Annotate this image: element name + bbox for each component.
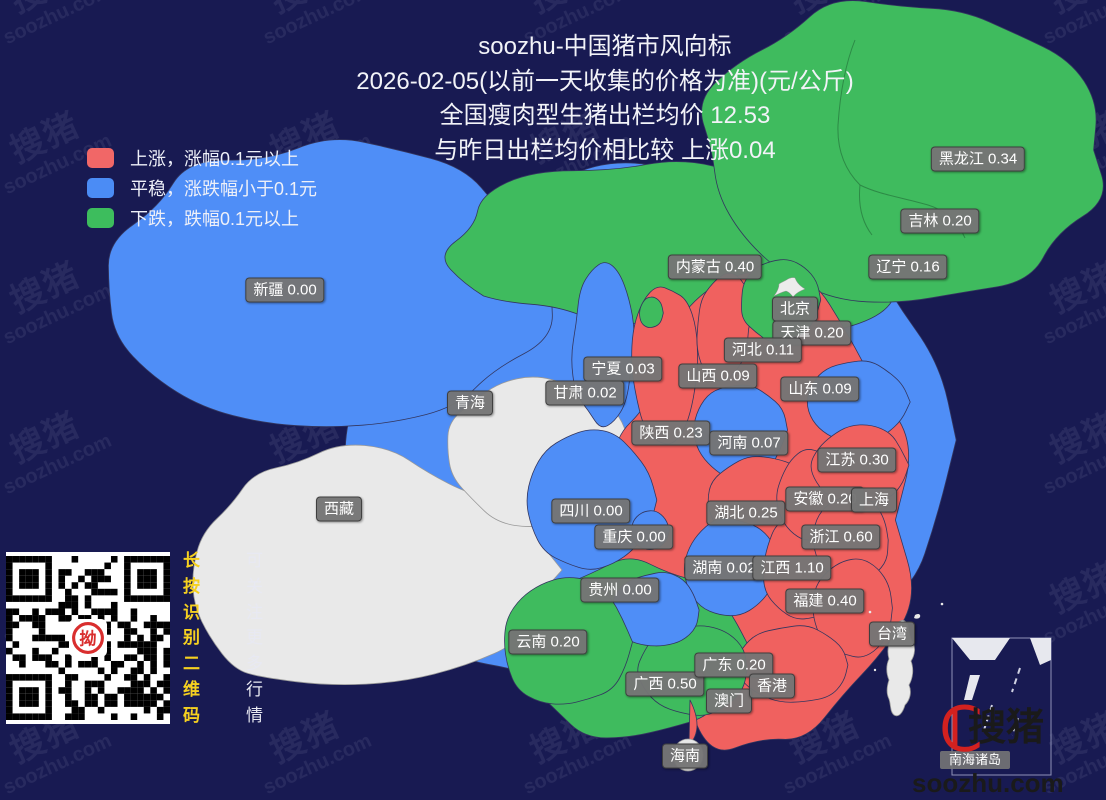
svg-text:拗: 拗 bbox=[80, 629, 97, 649]
